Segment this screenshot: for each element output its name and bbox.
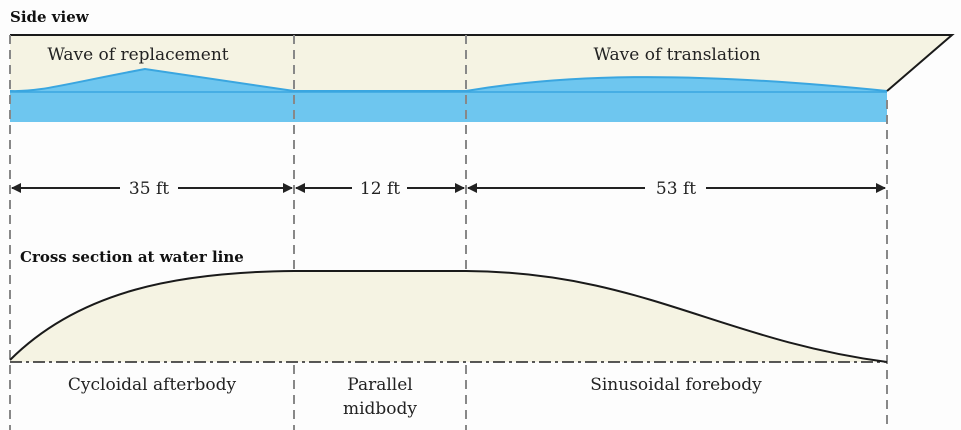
section-label-midbody: Parallel [347, 375, 412, 395]
section-label-afterbody: Cycloidal afterbody [68, 375, 237, 395]
wave-of-replacement-label: Wave of replacement [47, 45, 228, 65]
dimension-label: 12 ft [360, 179, 400, 199]
section-label-forebody: Sinusoidal forebody [590, 375, 762, 395]
section-guides [9, 35, 888, 430]
dimension-label: 35 ft [129, 179, 169, 199]
section-label-midbody-2: midbody [343, 399, 417, 419]
cross-section-title: Cross section at water line [20, 248, 244, 266]
side-view-title: Side view [10, 8, 90, 26]
wave-of-translation-label: Wave of translation [594, 45, 761, 65]
dimension-label: 53 ft [656, 179, 696, 199]
hull-outline [10, 34, 955, 92]
waterline-shape [10, 271, 887, 362]
waterline-outline [9, 270, 888, 363]
wave-profile [9, 67, 888, 93]
